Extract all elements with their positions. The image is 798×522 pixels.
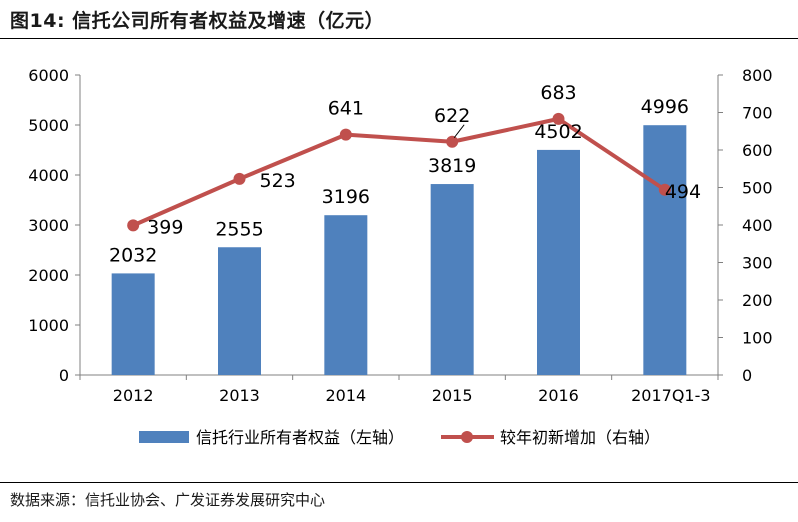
- line-data-label: 641: [328, 98, 364, 120]
- bar: [218, 247, 261, 375]
- left-tick-label: 3000: [28, 216, 69, 235]
- line-point: [658, 183, 671, 196]
- right-tick-label: 700: [742, 104, 773, 123]
- right-tick-label: 0: [742, 366, 752, 385]
- left-tick-label: 6000: [28, 66, 69, 85]
- bar: [430, 184, 474, 375]
- right-tick-label: 100: [742, 329, 773, 348]
- left-tick-label: 5000: [28, 116, 69, 135]
- bar-data-label: 4996: [641, 96, 689, 118]
- source-note: 数据来源：信托业协会、广发证券发展研究中心: [10, 491, 326, 509]
- line-data-label: 494: [665, 181, 701, 203]
- line-point: [552, 112, 565, 125]
- x-tick-label: 2017Q1-3: [631, 386, 710, 405]
- bar-data-label: 3196: [322, 186, 370, 208]
- left-tick-label: 4000: [28, 166, 69, 185]
- bar-data-label: 2032: [109, 244, 157, 266]
- line-point: [127, 219, 140, 232]
- bar: [537, 149, 580, 375]
- legend-bar-swatch: [139, 431, 189, 443]
- line-data-label: 622: [434, 105, 470, 127]
- line-series: [132, 116, 666, 228]
- line-data-label: 683: [540, 82, 576, 104]
- line-data-label: 399: [147, 216, 183, 238]
- bar-data-label: 2555: [215, 218, 263, 240]
- left-tick-label: 0: [59, 366, 69, 385]
- legend-bar-label: 信托行业所有者权益（左轴）: [196, 428, 404, 447]
- x-tick-label: 2015: [432, 386, 473, 405]
- bar-data-label: 3819: [428, 155, 476, 177]
- title-divider: [0, 38, 798, 39]
- bar: [111, 273, 155, 375]
- x-tick-label: 2014: [325, 386, 366, 405]
- line-point: [233, 172, 246, 185]
- line-point: [339, 128, 352, 141]
- right-tick-label: 800: [742, 66, 773, 85]
- x-tick-label: 2012: [113, 386, 154, 405]
- left-tick-label: 1000: [28, 316, 69, 335]
- bar-data-label: 4502: [534, 121, 582, 143]
- right-tick-label: 200: [742, 291, 773, 310]
- right-tick-label: 600: [742, 141, 773, 160]
- x-tick-label: 2013: [219, 386, 260, 405]
- bar: [324, 215, 368, 375]
- line-data-label: 523: [260, 170, 296, 192]
- source-divider: [0, 482, 798, 483]
- right-tick-label: 400: [742, 216, 773, 235]
- legend-line-marker: [461, 431, 473, 443]
- right-tick-label: 500: [742, 179, 773, 198]
- legend-line-label: 较年初新增加（右轴）: [500, 428, 660, 447]
- right-tick-label: 300: [742, 254, 773, 273]
- left-tick-label: 2000: [28, 266, 69, 285]
- label-leader-line: [453, 124, 465, 139]
- line-point: [446, 135, 459, 148]
- figure-title: 图14: 信托公司所有者权益及增速（亿元）: [10, 10, 385, 32]
- x-tick-label: 2016: [538, 386, 579, 405]
- bar: [643, 125, 687, 375]
